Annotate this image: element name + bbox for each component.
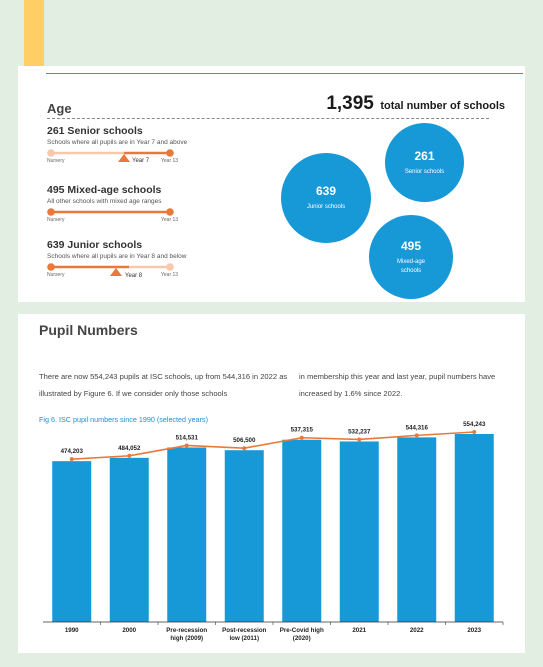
dashed-divider (47, 118, 489, 119)
chart-category-label: Post-recession (222, 627, 267, 634)
pupil-numbers-heading: Pupil Numbers (39, 322, 138, 338)
junior-schools-title: 639 Junior schools (47, 239, 143, 251)
chart-bar (224, 450, 264, 622)
bubble-senior-value: 261 (414, 148, 435, 163)
chart-bar (282, 439, 322, 622)
pupil-paragraph-left: There are now 554,243 pupils at ISC scho… (39, 372, 288, 398)
bubble-junior-value: 639 (315, 184, 337, 199)
age-section: Age 1,395 total number of schools 261 Se… (18, 66, 525, 302)
chart-trend-point (472, 430, 477, 434)
mixed-end-label: Year 13 (161, 217, 179, 223)
bubble-junior-label: Junior schools (306, 204, 346, 211)
chart-category-label: low (2011) (229, 635, 259, 642)
section-top-rule (46, 73, 523, 74)
bubble-mixed-label: Mixed-age schools (396, 259, 425, 274)
mixed-schools-block: 495 Mixed-age schools All other schools … (47, 184, 257, 223)
chart-value-label: 554,243 (463, 421, 486, 428)
chart-trend-point (69, 457, 74, 462)
chart-bar (52, 461, 92, 622)
chart-category-label: 2021 (352, 627, 366, 634)
chart-category-label: 2022 (410, 627, 424, 634)
mixed-schools-desc: All other schools with mixed age ranges (47, 198, 162, 205)
chart-trend-point (414, 433, 419, 438)
junior-schools-desc: Schools where all pupils are in Year 8 a… (47, 253, 187, 260)
chart-category-label: 2023 (467, 627, 481, 634)
junior-marker-label: Year 8 (125, 273, 143, 279)
chart-bar (339, 441, 379, 622)
chart-category-label: high (2009) (170, 635, 203, 642)
age-heading: Age (47, 101, 72, 116)
senior-marker-label: Year 7 (132, 158, 150, 164)
chart-value-label: 484,052 (118, 445, 141, 452)
mixed-age-range: Nursery Year 13 (47, 207, 178, 223)
chart-category-label: 1990 (65, 627, 79, 634)
senior-schools-block: 261 Senior schools Schools where all pup… (47, 125, 257, 164)
chart-value-label: 537,315 (291, 427, 314, 434)
chart-category-label: 2000 (122, 627, 136, 634)
chart-trend-point (357, 437, 362, 442)
senior-start-label: Nursery (47, 158, 65, 164)
chart-trend-line (71, 431, 475, 460)
chart-value-label: 514,531 (176, 434, 199, 441)
senior-age-range: Nursery Year 7 Year 13 (47, 148, 178, 164)
senior-end-label: Year 13 (161, 158, 179, 164)
chart-bar (167, 447, 207, 622)
junior-schools-block: 639 Junior schools Schools where all pup… (47, 239, 257, 279)
mixed-schools-title: 495 Mixed-age schools (47, 184, 162, 196)
bubble-junior: 639 Junior schools (281, 153, 371, 243)
chart-bar (109, 457, 149, 622)
chart-category-label: Pre-Covid high (280, 627, 324, 634)
chart-value-label: 544,316 (406, 424, 429, 431)
bubble-mixed: 495 Mixed-age schools (369, 215, 453, 299)
bookmark-ribbon (24, 0, 44, 76)
chart-bar (454, 434, 494, 622)
chart-category-label: Pre-recession (166, 627, 207, 634)
total-schools: 1,395 total number of schools (326, 93, 505, 115)
chart-trend-point (184, 443, 189, 448)
pupil-numbers-chart: 474,203 1990 484,052 2000 514,531 Pre-recessi… (43, 421, 504, 642)
chart-trend-point (242, 446, 247, 451)
total-schools-label: total number of schools (380, 100, 505, 112)
mixed-start-label: Nursery (47, 217, 65, 223)
chart-category-label: (2020) (293, 635, 311, 642)
junior-start-label: Nursery (47, 272, 65, 278)
junior-age-range: Nursery Year 8 Year 13 (47, 262, 178, 279)
chart-trend-point (127, 453, 132, 458)
bubble-senior: 261 Senior schools (385, 123, 464, 202)
pupil-paragraph-right: in membership this year and last year, p… (299, 372, 496, 398)
chart-value-label: 532,237 (348, 428, 371, 435)
total-schools-number: 1,395 (326, 93, 374, 114)
bubble-mixed-value: 495 (400, 239, 422, 254)
pupil-numbers-section: Pupil Numbers There are now 554,243 pupi… (18, 314, 525, 653)
senior-schools-desc: Schools where all pupils are in Year 7 a… (47, 139, 188, 146)
chart-value-label: 506,500 (233, 437, 256, 444)
chart-trend-point (299, 435, 304, 440)
chart-bar (397, 437, 437, 622)
bubble-senior-label: Senior schools (404, 168, 445, 175)
senior-schools-title: 261 Senior schools (47, 125, 143, 137)
chart-value-label: 474,203 (61, 448, 84, 455)
figure-title: Fig 6. ISC pupil numbers since 1990 (sel… (39, 415, 208, 424)
junior-end-label: Year 13 (161, 272, 179, 278)
